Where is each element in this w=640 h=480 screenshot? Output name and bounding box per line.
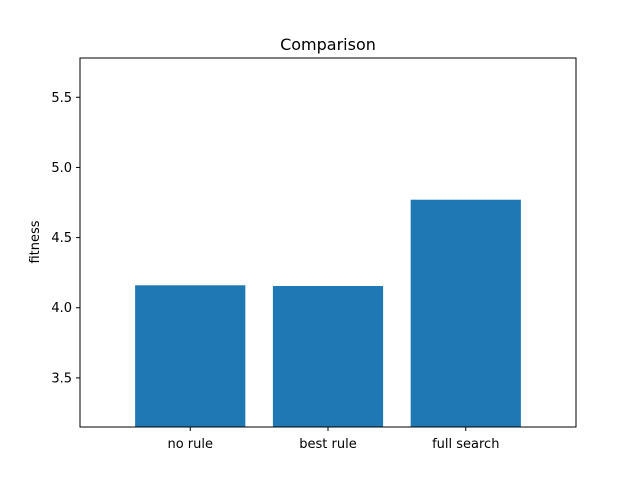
x-tick-label: no rule — [167, 437, 213, 452]
x-tick-label: best rule — [299, 437, 356, 452]
bar-best-rule — [272, 285, 384, 427]
y-tick-label: 5.0 — [51, 161, 72, 176]
y-axis-label: fitness — [28, 220, 43, 263]
bars-group — [135, 199, 521, 427]
bar-no-rule — [135, 285, 246, 427]
y-tick-label: 4.5 — [51, 231, 72, 246]
x-tick-label: full search — [432, 437, 499, 452]
x-axis: no rule best rule full search — [167, 427, 499, 452]
bar-full-search — [410, 199, 521, 427]
y-tick-label: 4.0 — [51, 301, 72, 316]
y-tick-label: 5.5 — [51, 91, 72, 106]
y-tick-label: 3.5 — [51, 371, 72, 386]
chart-title: Comparison — [280, 35, 376, 54]
y-axis: 3.5 4.0 4.5 5.0 5.5 — [51, 91, 80, 386]
